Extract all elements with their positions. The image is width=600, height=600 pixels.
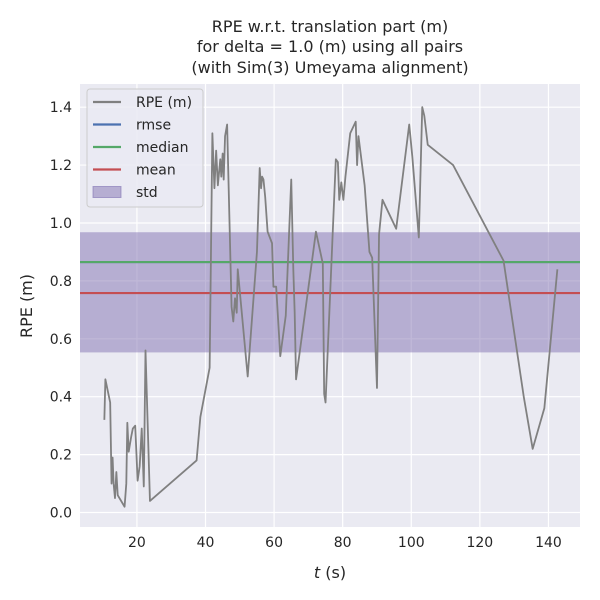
y-tick-label-6: 1.2 <box>50 158 72 174</box>
y-tick-label-1: 0.2 <box>50 448 72 464</box>
legend-label-mean: mean <box>136 163 176 179</box>
y-tick-label-4: 0.8 <box>50 274 72 290</box>
x-tick-label-2: 60 <box>265 535 283 551</box>
legend-items: RPE (m) rmse median mean std <box>92 95 192 201</box>
series-layer <box>103 106 559 508</box>
y-tick-labels: 0.0 0.2 0.4 0.6 0.8 1.0 1.2 1.4 <box>50 100 72 521</box>
x-tick-label-4: 100 <box>398 535 425 551</box>
x-tick-labels: 20 40 60 80 100 120 140 <box>128 535 562 551</box>
y-tick-label-5: 1.0 <box>50 216 72 232</box>
y-axis-label: RPE (m) <box>17 274 36 338</box>
chart-title-line-1: RPE w.r.t. translation part (m) <box>212 17 448 36</box>
chart-title-line-3: (with Sim(3) Umeyama alignment) <box>191 58 468 77</box>
rpe-series-line <box>103 106 559 508</box>
legend: RPE (m) rmse median mean std <box>86 88 204 208</box>
legend-label-rmse: rmse <box>136 118 171 134</box>
x-tick-label-3: 80 <box>334 535 352 551</box>
legend-label-rpe: RPE (m) <box>136 95 192 111</box>
x-axis-label-unit: (s) <box>320 563 346 582</box>
legend-box <box>86 88 204 208</box>
x-tick-label-5: 120 <box>466 535 493 551</box>
y-tick-label-2: 0.4 <box>50 390 72 406</box>
x-tick-label-6: 140 <box>535 535 562 551</box>
x-tick-label-1: 40 <box>197 535 215 551</box>
chart-title-line-2: for delta = 1.0 (m) using all pairs <box>197 37 463 56</box>
legend-label-median: median <box>136 140 188 156</box>
x-tick-label-0: 20 <box>128 535 146 551</box>
y-tick-label-0: 0.0 <box>50 506 72 522</box>
y-tick-label-7: 1.4 <box>50 100 72 116</box>
x-axis-label: t (s) <box>314 563 346 582</box>
x-axis-label-variable: t <box>314 563 321 582</box>
legend-label-std: std <box>136 185 158 201</box>
y-tick-label-3: 0.6 <box>50 332 72 348</box>
legend-swatch-std <box>92 186 122 198</box>
